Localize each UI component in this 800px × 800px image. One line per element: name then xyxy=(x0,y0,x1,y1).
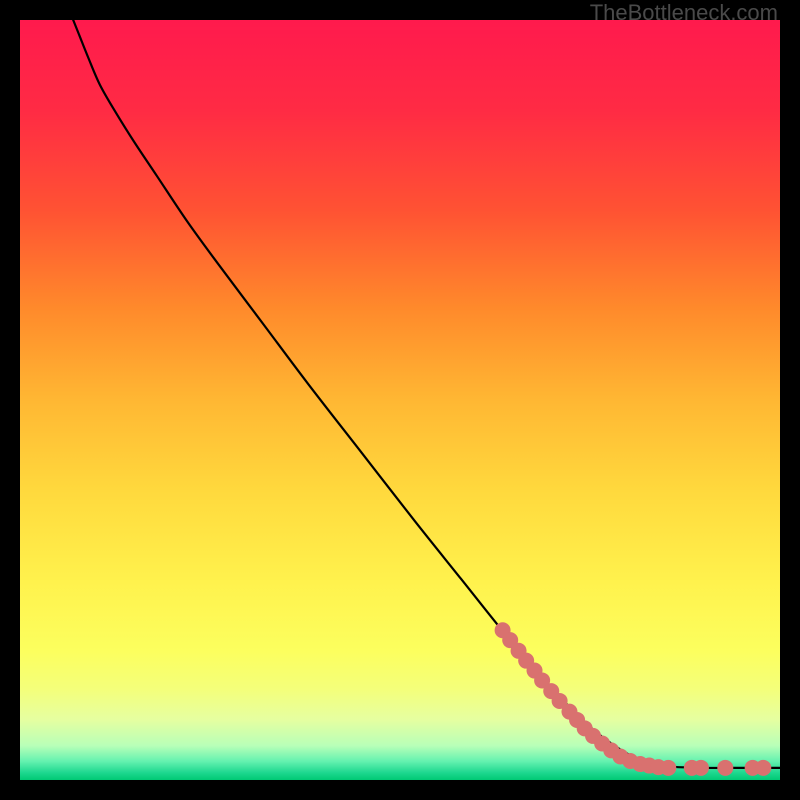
data-marker xyxy=(693,760,709,776)
figure-root: TheBottleneck.com xyxy=(0,0,800,800)
data-marker xyxy=(755,760,771,776)
data-marker xyxy=(660,760,676,776)
curve-line xyxy=(73,20,780,768)
plot-area xyxy=(20,20,780,780)
data-marker xyxy=(717,760,733,776)
marker-group xyxy=(495,622,772,776)
watermark-text: TheBottleneck.com xyxy=(590,0,778,26)
chart-overlay xyxy=(20,20,780,780)
